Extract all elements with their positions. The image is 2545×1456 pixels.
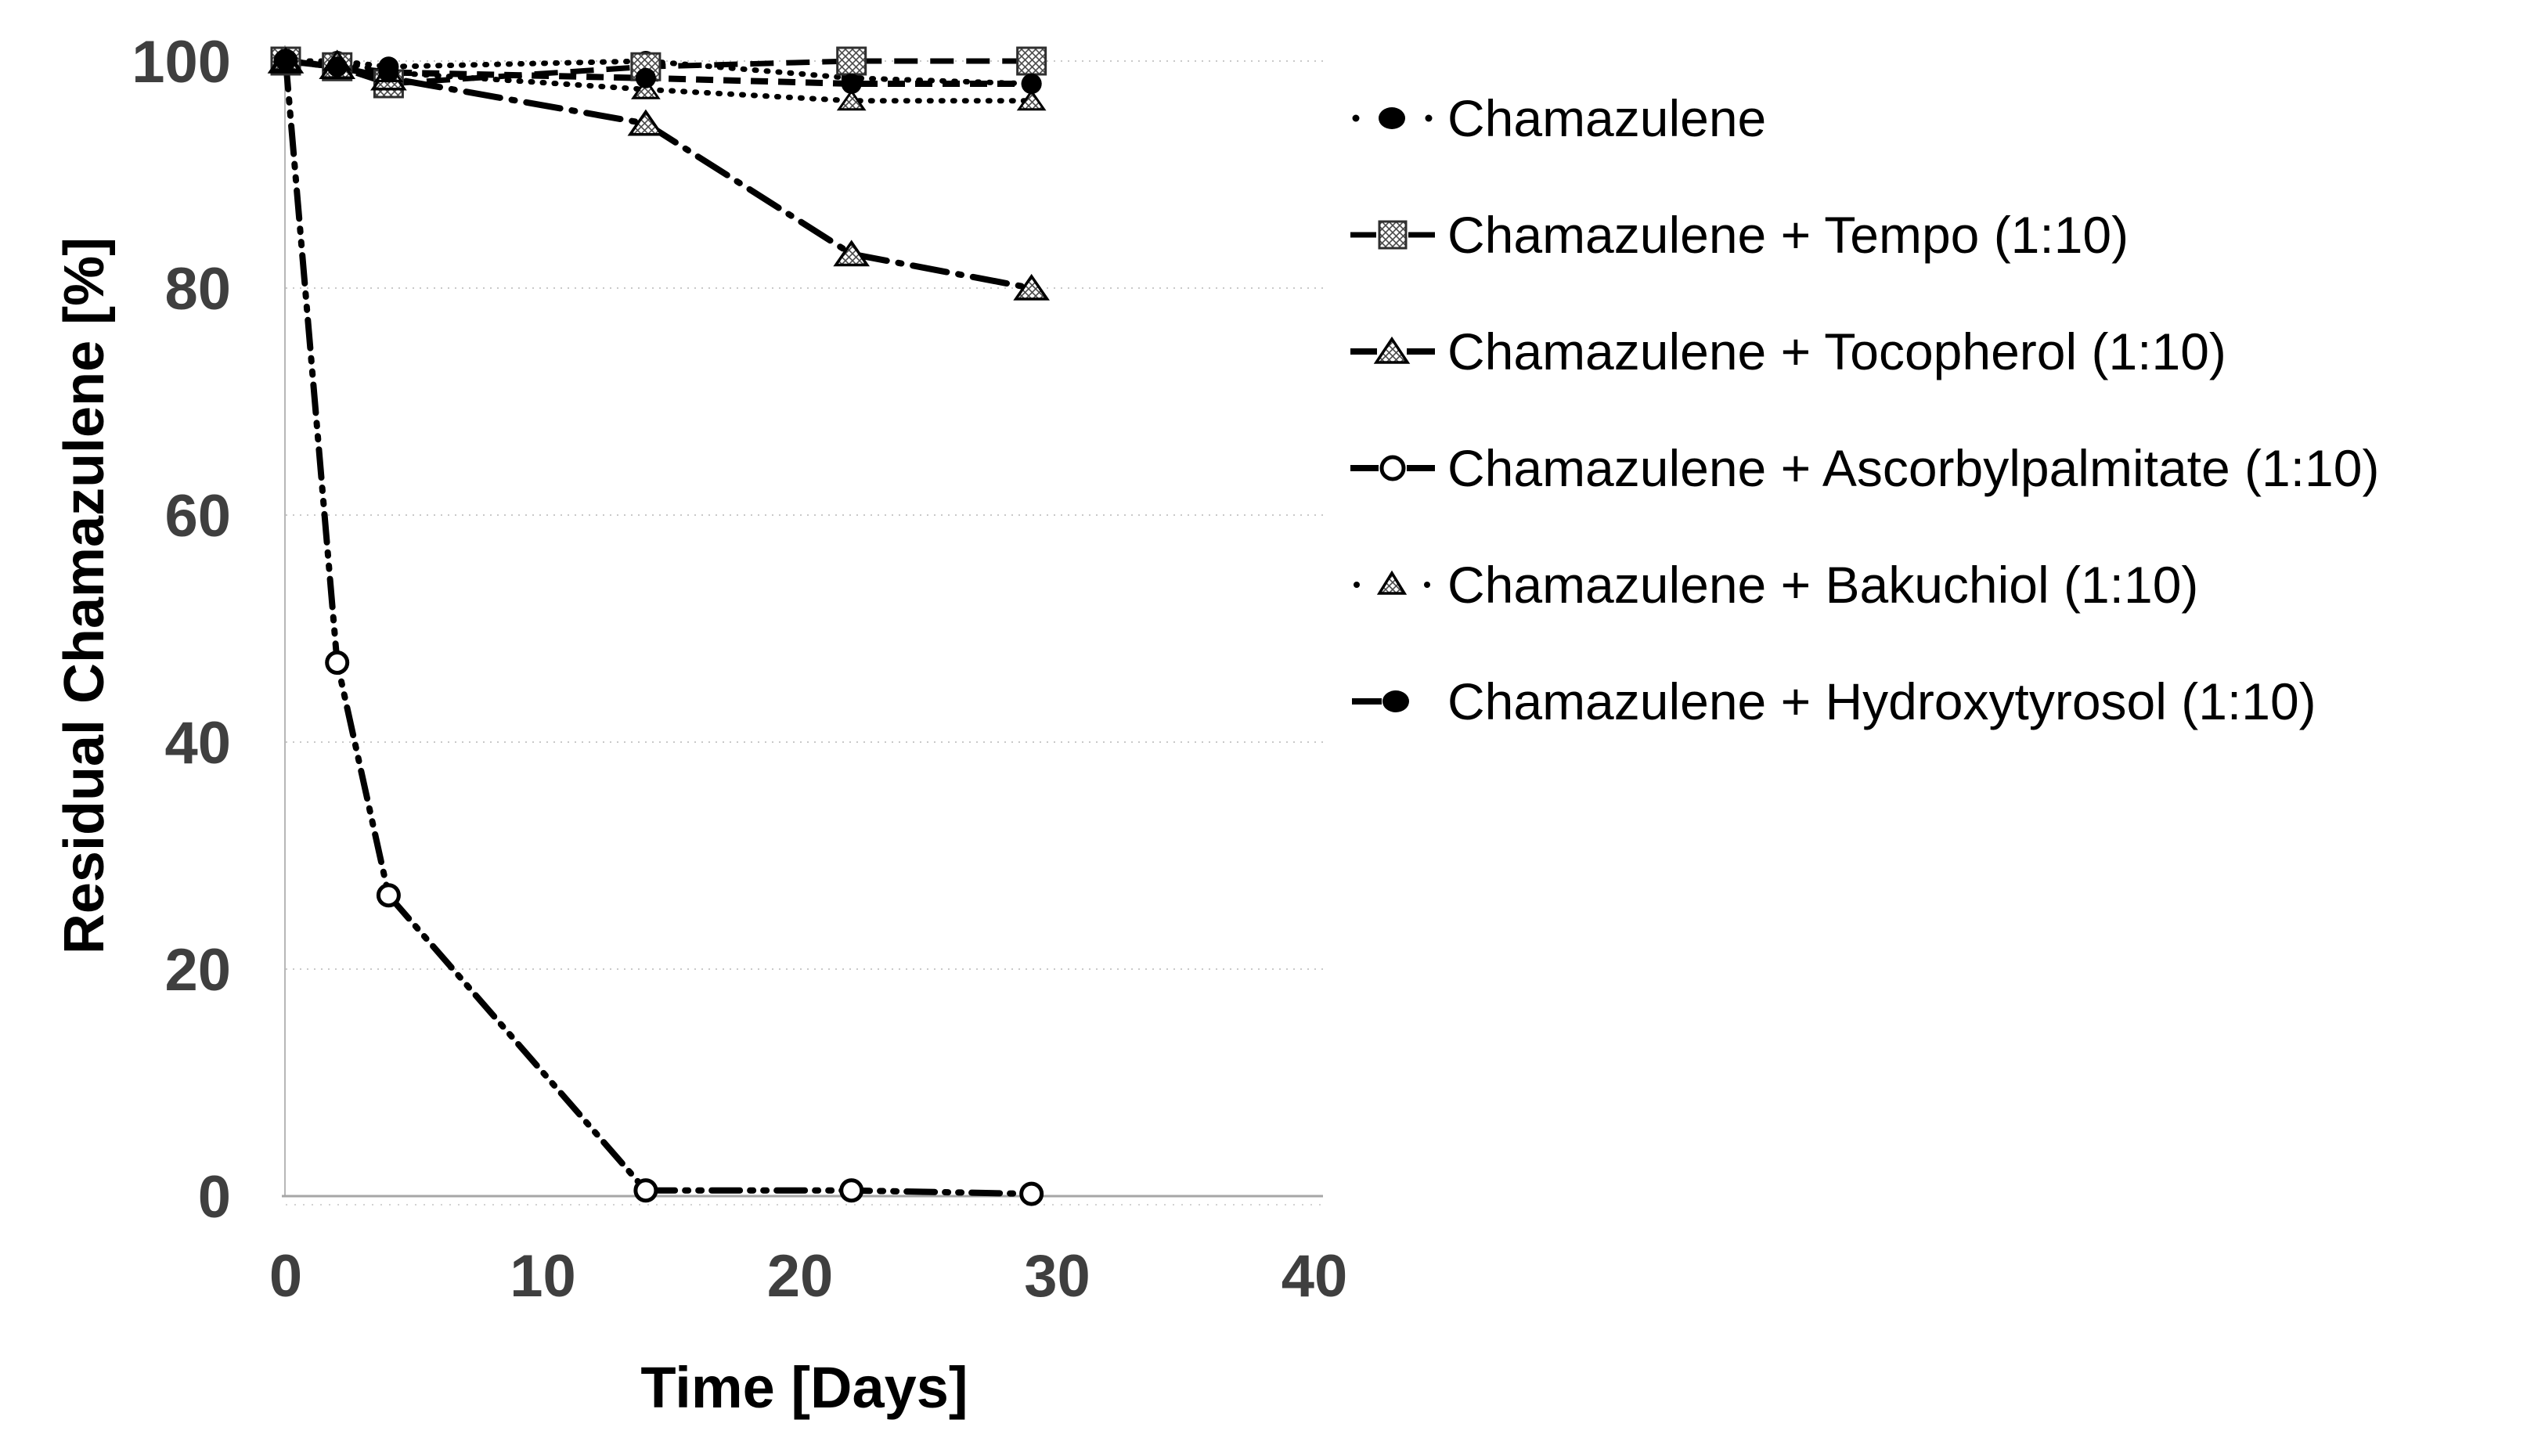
legend-item-tempo: Chamazulene + Tempo (1:10) xyxy=(1350,176,2379,293)
legend-label: Chamazulene + Tempo (1:10) xyxy=(1447,205,2129,264)
marker-s2-p3 xyxy=(627,109,665,136)
legend-item-ascorbylpalmitate: Chamazulene + Ascorbylpalmitate (1:10) xyxy=(1350,409,2379,526)
x-tick-label-0: 0 xyxy=(269,1243,302,1310)
marker-s5-p3 xyxy=(635,67,656,88)
marker-s3-p1 xyxy=(325,651,350,675)
series-line-3 xyxy=(283,58,1035,1198)
legend-item-chamazulene: Chamazulene xyxy=(1350,59,2379,176)
marker-s5-p0 xyxy=(276,51,296,71)
legend-item-bakuchiol: Chamazulene + Bakuchiol (1:10) xyxy=(1350,526,2379,643)
marker-s5-p4 xyxy=(841,74,862,94)
y-tick-label-20: 20 xyxy=(164,937,231,1004)
marker-s3-p4 xyxy=(839,1178,864,1203)
series-line-0 xyxy=(283,58,1035,87)
marker-s2-p5 xyxy=(1013,273,1050,301)
legend-item-hydroxytyrosol: Chamazulene + Hydroxytyrosol (1:10) xyxy=(1350,643,2379,759)
series-line-4 xyxy=(283,58,1035,104)
marker-s4-p3 xyxy=(631,77,661,99)
legend-label: Chamazulene + Bakuchiol (1:10) xyxy=(1447,555,2199,614)
legend-marker-dotted-hatched-triangle-icon xyxy=(1354,570,1430,595)
legend-marker-dash-filled-circle-icon xyxy=(1352,690,1409,712)
x-tick-label-10: 10 xyxy=(510,1243,576,1310)
legend-marker-dotted-filled-circle-icon xyxy=(1352,106,1433,129)
legend-label: Chamazulene xyxy=(1447,88,1767,147)
marker-s5-p1 xyxy=(326,56,348,77)
legend-label: Chamazulene + Ascorbylpalmitate (1:10) xyxy=(1447,438,2380,497)
legend-label: Chamazulene + Tocopherol (1:10) xyxy=(1447,322,2226,380)
legend-marker-dash-dot-hatched-triangle-icon xyxy=(1350,336,1435,364)
x-tick-label-40: 40 xyxy=(1282,1243,1348,1310)
x-axis-title: Time [Days] xyxy=(640,1355,968,1420)
x-tick-label-30: 30 xyxy=(1024,1243,1090,1310)
marker-s2-p4 xyxy=(833,240,871,267)
y-tick-label-100: 100 xyxy=(132,29,231,96)
legend-marker-dash-open-circle-icon xyxy=(1350,455,1435,481)
y-tick-label-0: 0 xyxy=(198,1164,231,1231)
marker-s3-p5 xyxy=(1019,1181,1044,1206)
marker-s4-p4 xyxy=(836,89,867,111)
legend-label: Chamazulene + Hydroxytyrosol (1:10) xyxy=(1447,672,2316,730)
y-tick-label-60: 60 xyxy=(164,483,231,550)
x-tick-label-20: 20 xyxy=(767,1243,834,1310)
legend-marker-dashed-hatched-square-icon xyxy=(1350,220,1435,249)
legend-item-tocopherol: Chamazulene + Tocopherol (1:10) xyxy=(1350,293,2379,409)
y-axis-title: Residual Chamazulene [%] xyxy=(53,236,116,955)
marker-s5-p5 xyxy=(1021,74,1042,94)
marker-s3-p2 xyxy=(376,883,401,908)
y-tick-label-80: 80 xyxy=(164,256,231,323)
y-tick-label-40: 40 xyxy=(164,710,231,777)
marker-s5-p2 xyxy=(378,62,399,83)
marker-s3-p3 xyxy=(633,1178,658,1203)
marker-s4-p5 xyxy=(1016,89,1047,111)
marker-s1-p5 xyxy=(1016,46,1047,76)
marker-s1-p4 xyxy=(836,46,867,76)
legend: Chamazulene Chamazulene + Tempo (1:10) C… xyxy=(1350,59,2379,759)
